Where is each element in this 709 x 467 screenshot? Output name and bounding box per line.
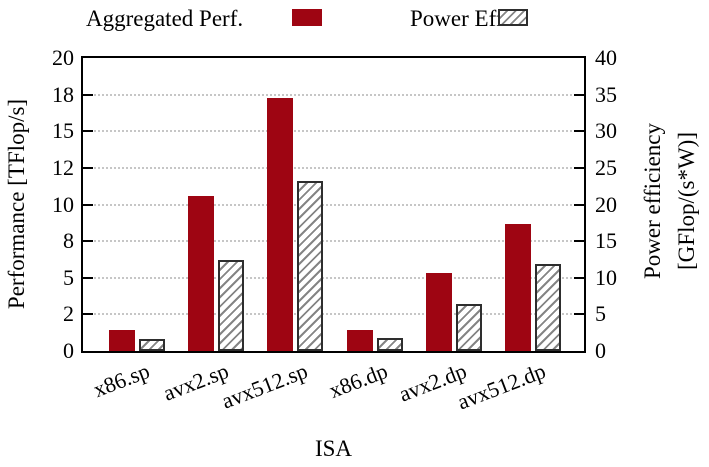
bar-aggregated-perf-avx512.dp bbox=[505, 224, 531, 351]
y-tick-label-left: 10 bbox=[52, 192, 74, 217]
y-tick-label-left: 5 bbox=[63, 265, 74, 290]
x-axis-title: ISA bbox=[314, 436, 353, 461]
y-tick-label-right: 5 bbox=[595, 301, 606, 326]
gridline bbox=[83, 94, 584, 96]
bar-power-eff-avx2.sp bbox=[218, 260, 244, 351]
left-tick-mark bbox=[83, 204, 93, 206]
gridline bbox=[83, 167, 584, 169]
left-tick-mark bbox=[83, 94, 93, 96]
y-tick-label-right: 30 bbox=[595, 118, 617, 143]
bar-power-eff-avx512.sp bbox=[297, 181, 323, 351]
y-tick-label-left: 15 bbox=[52, 118, 74, 143]
left-tick-mark bbox=[83, 167, 93, 169]
gridline bbox=[83, 313, 584, 315]
y-tick-label-left: 8 bbox=[63, 228, 74, 253]
y-tick-label-left: 12 bbox=[52, 155, 74, 180]
right-tick-mark bbox=[574, 204, 584, 206]
y-tick-label-right: 0 bbox=[595, 338, 606, 363]
legend-label-aggregated-perf: Aggregated Perf. bbox=[86, 6, 244, 31]
bar-power-eff-x86.sp bbox=[139, 339, 165, 351]
y-tick-label-left: 0 bbox=[63, 338, 74, 363]
left-tick-mark bbox=[83, 277, 93, 279]
y-tick-label-right: 35 bbox=[595, 82, 617, 107]
gridline bbox=[83, 130, 584, 132]
plot-area bbox=[81, 56, 586, 353]
bar-power-eff-avx512.dp bbox=[535, 264, 561, 351]
right-tick-mark bbox=[574, 240, 584, 242]
right-tick-mark bbox=[574, 94, 584, 96]
right-axis-title-line2: [GFlop/(s*W)] bbox=[674, 132, 699, 270]
bar-aggregated-perf-x86.dp bbox=[347, 330, 373, 351]
gridline bbox=[83, 277, 584, 279]
gridline bbox=[83, 240, 584, 242]
y-tick-label-right: 15 bbox=[595, 228, 617, 253]
legend-swatch-power-eff bbox=[498, 9, 528, 26]
y-tick-label-right: 40 bbox=[595, 45, 617, 70]
bar-power-eff-avx2.dp bbox=[456, 304, 482, 351]
y-tick-label-right: 25 bbox=[595, 155, 617, 180]
right-tick-mark bbox=[574, 130, 584, 132]
bar-aggregated-perf-x86.sp bbox=[109, 330, 135, 351]
right-tick-mark bbox=[574, 313, 584, 315]
right-tick-mark bbox=[574, 277, 584, 279]
bar-aggregated-perf-avx2.sp bbox=[188, 196, 214, 351]
left-tick-mark bbox=[83, 130, 93, 132]
legend-label-power-eff: Power Eff. bbox=[410, 6, 510, 31]
legend-swatch-aggregated-perf bbox=[292, 9, 322, 26]
y-tick-label-left: 18 bbox=[52, 82, 74, 107]
y-tick-label-left: 20 bbox=[52, 45, 74, 70]
left-tick-mark bbox=[83, 313, 93, 315]
y-tick-label-left: 2 bbox=[63, 301, 74, 326]
y-tick-label-right: 10 bbox=[595, 265, 617, 290]
bar-aggregated-perf-avx2.dp bbox=[426, 273, 452, 351]
left-tick-mark bbox=[83, 240, 93, 242]
y-tick-label-right: 20 bbox=[595, 192, 617, 217]
bar-aggregated-perf-avx512.sp bbox=[267, 98, 293, 351]
bar-power-eff-x86.dp bbox=[377, 338, 403, 351]
gridline bbox=[83, 204, 584, 206]
right-tick-mark bbox=[574, 167, 584, 169]
